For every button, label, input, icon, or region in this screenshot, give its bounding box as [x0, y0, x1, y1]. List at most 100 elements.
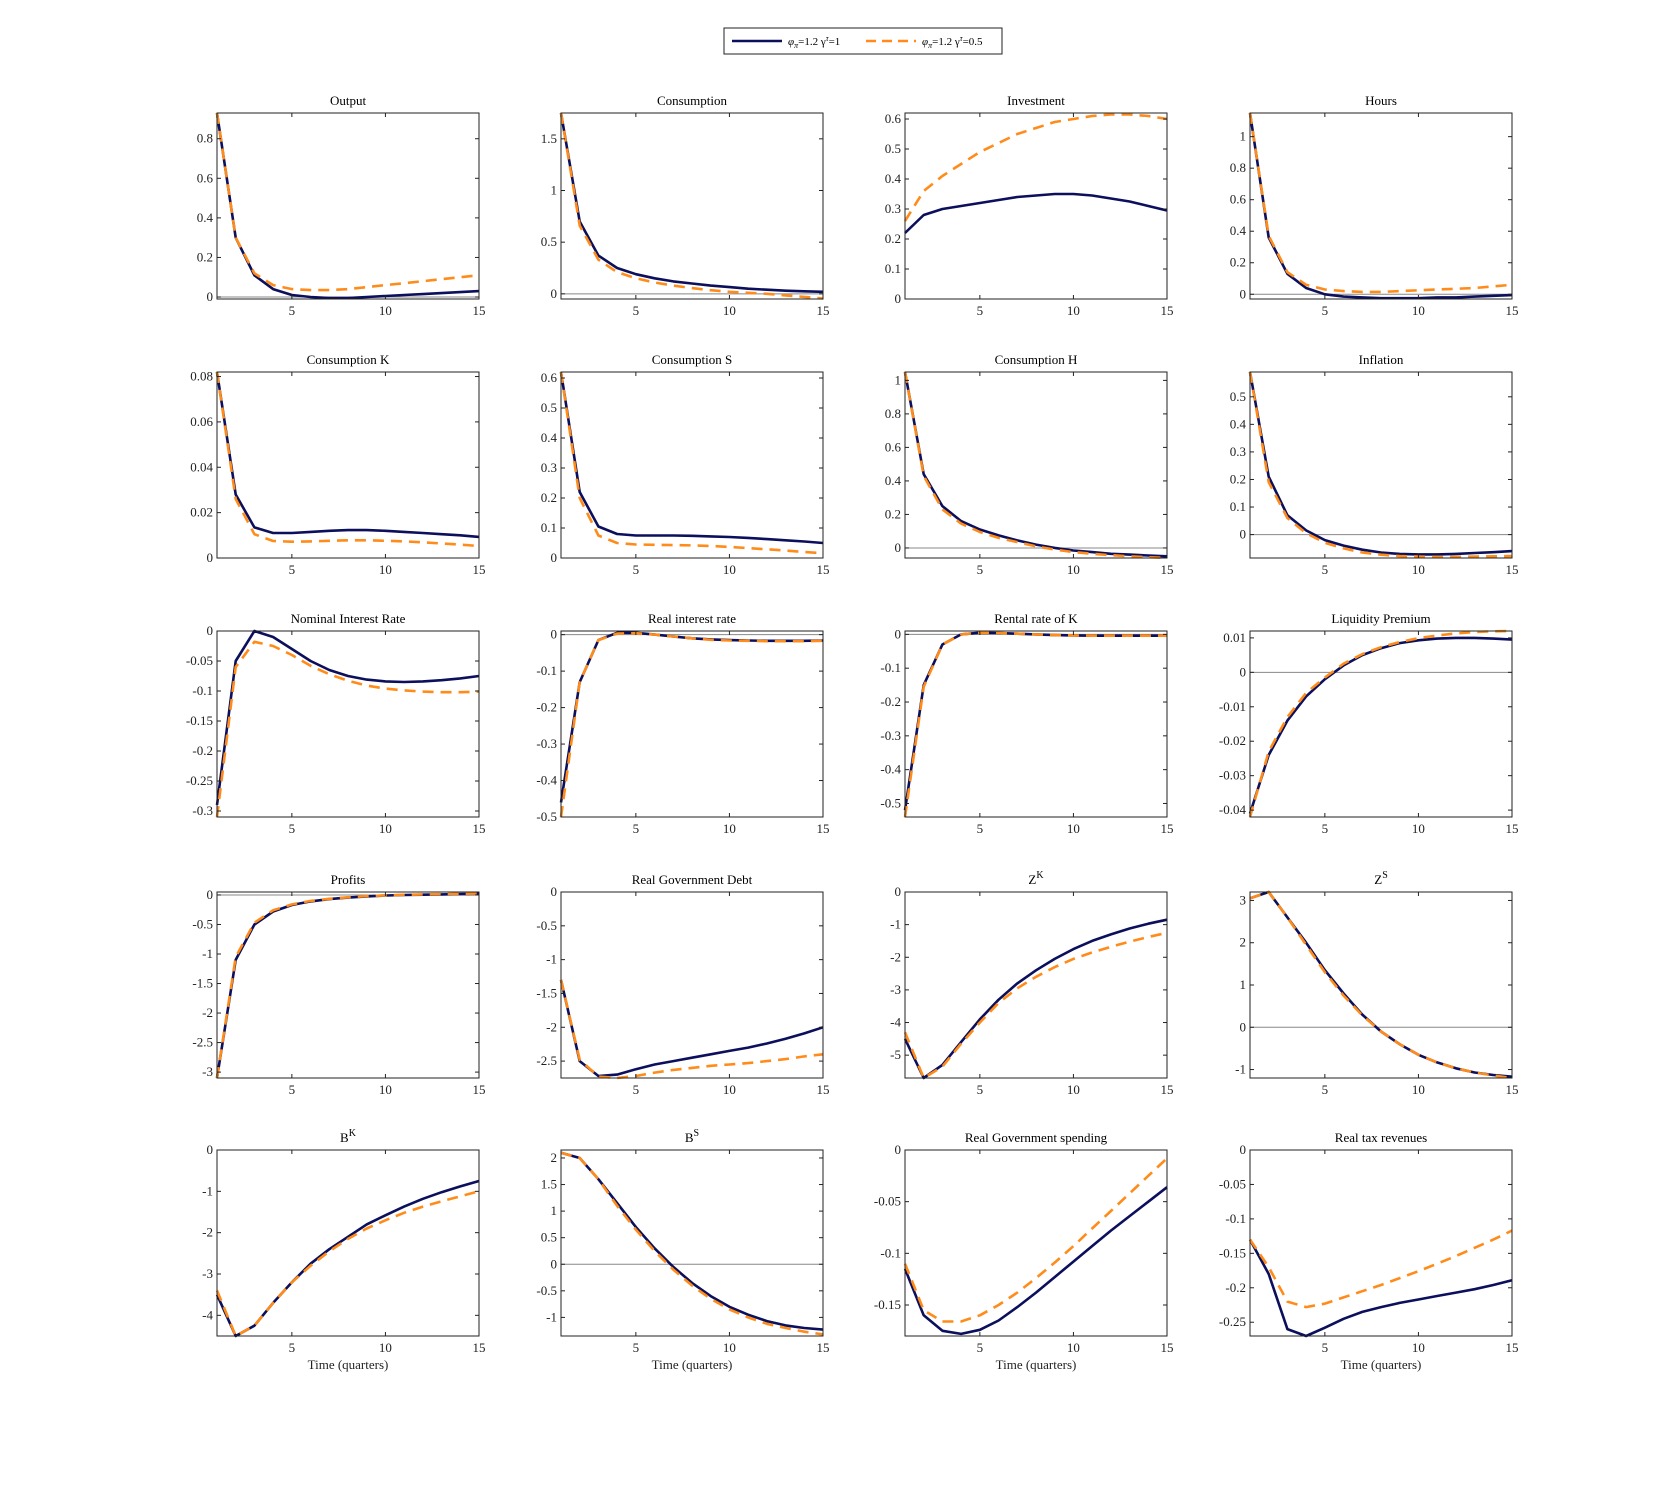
y-tick-label: -1 [546, 1309, 557, 1324]
x-tick-label: 5 [977, 562, 984, 577]
panel-title: Consumption S [652, 352, 733, 367]
panel-title: Consumption [657, 93, 728, 108]
y-tick-label: 0.1 [541, 520, 557, 535]
panel-title: Rental rate of K [994, 611, 1078, 626]
series-dashed-line [903, 371, 1168, 560]
y-tick-label: 0.3 [885, 201, 901, 216]
y-tick-label: 0.4 [541, 430, 558, 445]
y-tick-label: 0.2 [1230, 471, 1246, 486]
y-tick-label: -1 [1235, 1062, 1246, 1077]
panel-2: 5 10 15 0 0.5 1 1.5 Consumption [541, 93, 830, 318]
x-tick-label: 15 [1161, 1340, 1174, 1355]
y-tick-label: -0.3 [880, 728, 901, 743]
panel-title: Inflation [1359, 352, 1404, 367]
legend-label-part: =1 [829, 36, 841, 48]
panel-title-main: Z [1374, 872, 1382, 887]
y-tick-label: 1.5 [541, 1177, 557, 1192]
series-solid-line [215, 1179, 480, 1338]
legend-label-1: φπ=1.2 γτ=1 [788, 34, 840, 50]
panel-title: Liquidity Premium [1331, 611, 1430, 626]
y-tick-label: -0.15 [1219, 1245, 1246, 1260]
series-dashed-line [215, 112, 480, 292]
y-tick-label: -1.5 [536, 985, 557, 1000]
series-solid-line [1248, 636, 1513, 814]
panel-18: 5 10 15 2 1.5 1 0.5 0 -0.5 -1 BS Time (quarters) [536, 1128, 829, 1372]
x-tick-label: 10 [723, 303, 736, 318]
y-tick-label: 0.2 [885, 231, 901, 246]
x-tick-label: 10 [1412, 303, 1425, 318]
y-tick-label: -0.1 [536, 663, 557, 678]
legend-label-part: τ [826, 34, 830, 43]
x-tick-label: 5 [977, 821, 984, 836]
panel-title: Profits [331, 872, 366, 887]
y-tick-label: 0.4 [197, 210, 214, 225]
y-tick-label: -1 [890, 917, 901, 932]
y-tick-label: 0.6 [197, 170, 214, 185]
legend-label-part: τ [960, 34, 964, 43]
y-tick-label: -0.25 [186, 773, 213, 788]
series-solid-line [904, 192, 1168, 234]
x-tick-label: 15 [1161, 1082, 1174, 1097]
x-tick-label: 10 [1067, 1082, 1080, 1097]
x-tick-label: 15 [1161, 562, 1174, 577]
panel-title: BS [685, 1128, 699, 1145]
panel-title: Hours [1365, 93, 1397, 108]
series-dashed-line [903, 931, 1168, 1080]
legend-label-part: =1.2 γ [932, 36, 960, 48]
panel-7: 5 10 15 0 0.2 0.4 0.6 0.8 1 Consumption H [885, 352, 1174, 577]
x-tick-label: 15 [817, 303, 830, 318]
panel-title: Output [330, 93, 367, 108]
y-tick-label: -0.5 [536, 809, 557, 824]
y-tick-label: 0.2 [541, 490, 557, 505]
x-tick-label: 15 [1506, 1340, 1519, 1355]
axes-box [560, 891, 824, 1079]
y-tick-label: 0.06 [190, 414, 213, 429]
x-tick-label: 15 [473, 1082, 486, 1097]
y-tick-label: 0 [207, 887, 214, 902]
y-tick-label: 0 [1240, 286, 1247, 301]
x-tick-label: 5 [289, 303, 296, 318]
y-tick-label: 0.6 [541, 370, 558, 385]
y-tick-label: -2.5 [536, 1053, 557, 1068]
y-tick-label: 1 [551, 183, 558, 198]
series-dashed-line [215, 371, 480, 548]
panel-title: ZS [1374, 870, 1388, 887]
x-tick-label: 5 [633, 1082, 640, 1097]
series-dashed-line [215, 1190, 480, 1338]
panel-title-main: B [685, 1130, 694, 1145]
series-dashed-line [559, 979, 824, 1080]
axes-box [1249, 371, 1513, 559]
x-tick-label: 10 [1412, 1340, 1425, 1355]
series-solid-line [903, 631, 1167, 811]
series-solid-line [215, 371, 480, 539]
axes-box [560, 371, 824, 559]
panel-title: BK [340, 1128, 357, 1145]
x-tick-label: 10 [379, 821, 392, 836]
y-tick-label: -0.1 [192, 683, 213, 698]
series-dashed-line [903, 631, 1167, 818]
x-tick-label: 5 [633, 821, 640, 836]
y-tick-label: 0 [895, 291, 902, 306]
axes-box [560, 112, 824, 300]
y-tick-label: 0 [551, 627, 558, 642]
panel-title-sup: S [1382, 870, 1388, 881]
y-tick-label: -3 [890, 982, 901, 997]
panel-17: 5 10 15 0 -1 -2 -3 -4 BK Time (quarters) [202, 1128, 485, 1372]
y-tick-label: -2 [890, 949, 901, 964]
y-tick-label: -0.5 [536, 1283, 557, 1298]
x-tick-label: 5 [1322, 303, 1329, 318]
y-tick-label: -0.4 [880, 762, 901, 777]
panel-title: Investment [1007, 93, 1065, 108]
x-axis-label: Time (quarters) [1341, 1357, 1422, 1372]
panel-15: 5 10 15 0 -1 -2 -3 -4 -5 ZK [890, 870, 1173, 1097]
axes-box [216, 112, 480, 300]
series-solid-line [1248, 371, 1513, 556]
axes-box [904, 371, 1168, 559]
series-solid-line [215, 629, 480, 806]
x-tick-label: 5 [1322, 1340, 1329, 1355]
y-tick-label: -0.2 [192, 743, 213, 758]
x-tick-label: 15 [817, 562, 830, 577]
series-solid-line [903, 1186, 1168, 1336]
panel-12: 5 10 15 0.01 0 -0.01 -0.02 -0.03 -0.04 Liquidity … [1219, 611, 1519, 836]
y-tick-label: 0.2 [1230, 255, 1246, 270]
